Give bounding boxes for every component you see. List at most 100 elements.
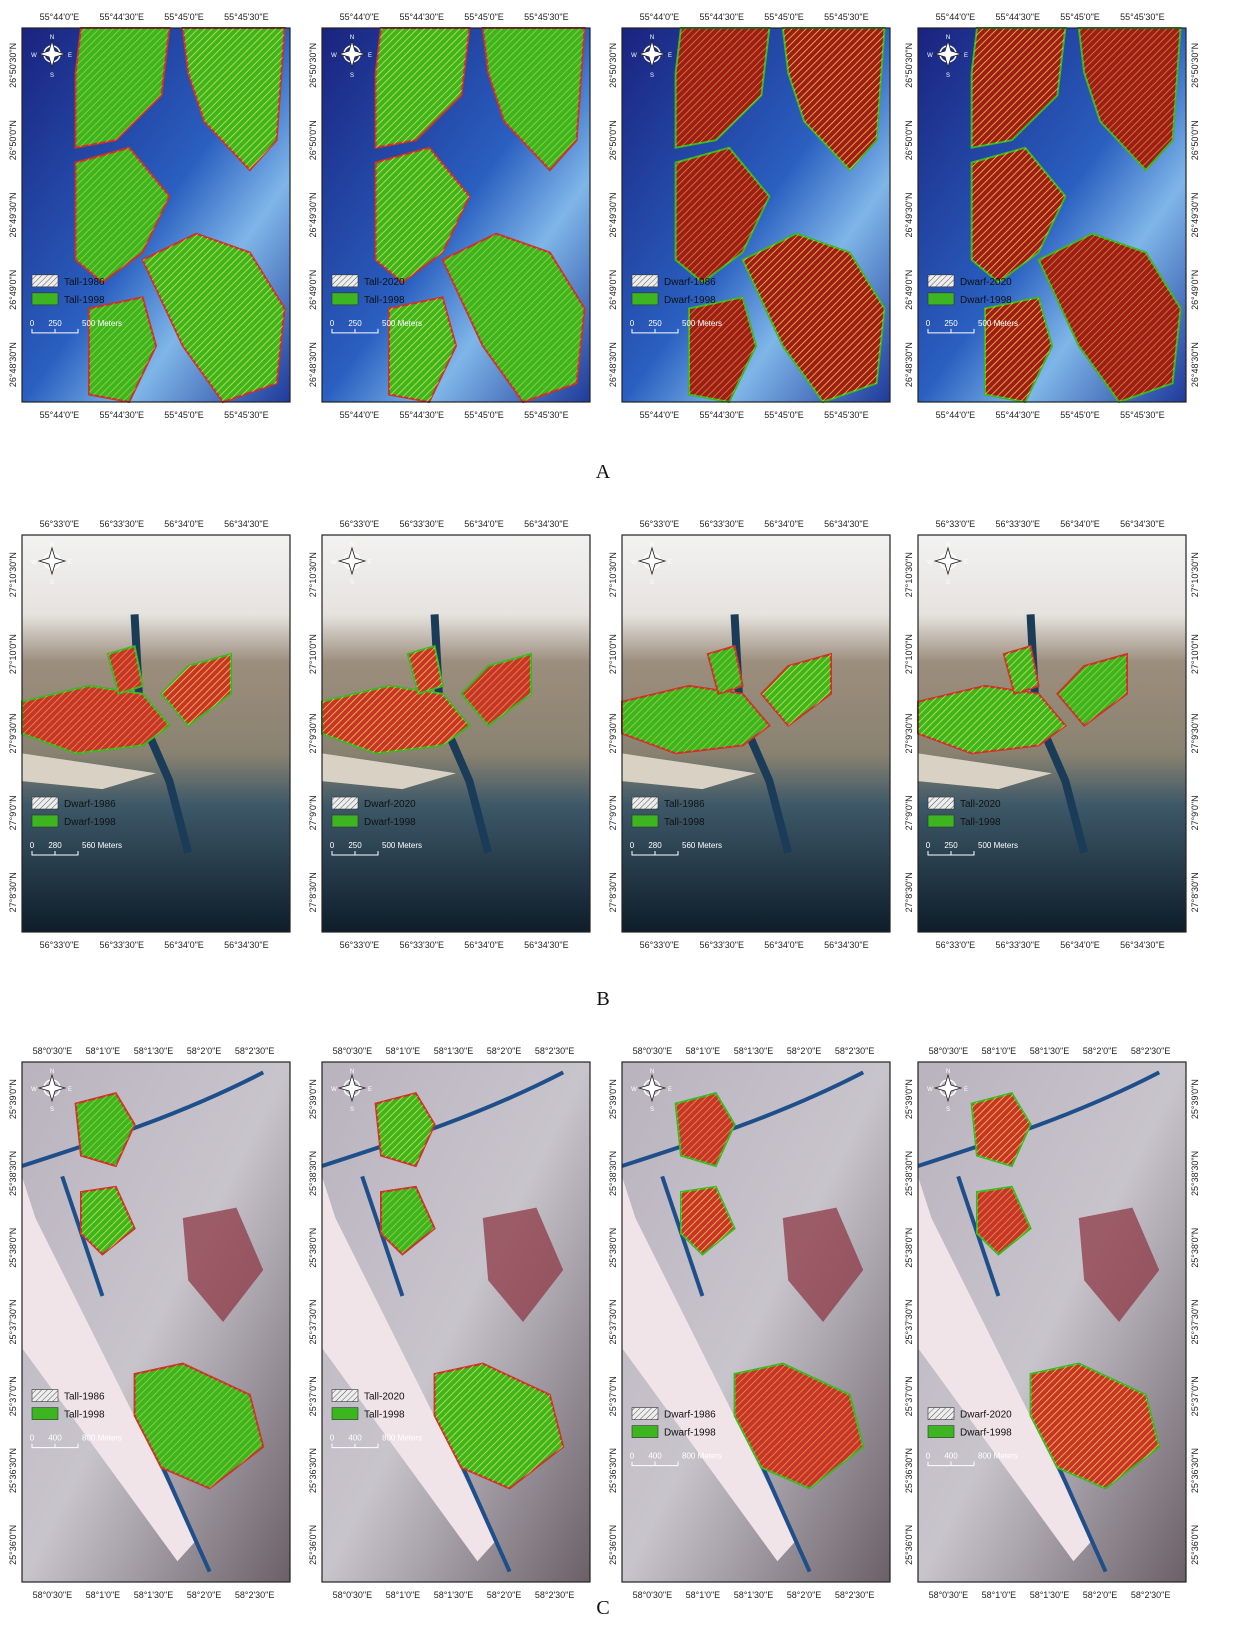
y-coordinate-label: 26°50'0"N xyxy=(904,120,914,160)
scale-label: 0 xyxy=(630,1452,635,1461)
compass-letter: S xyxy=(650,73,654,79)
x-coordinate-label: 58°0'30"E xyxy=(33,1590,73,1600)
compass-letter: N xyxy=(650,35,654,41)
x-coordinate-label: 56°33'30"E xyxy=(99,519,144,529)
y-coordinate-label: 25°36'30"N xyxy=(904,1448,914,1493)
x-coordinate-label: 58°1'0"E xyxy=(386,1590,421,1600)
panel-letter: A xyxy=(596,461,611,483)
y-coordinate-label: 25°39'0"N xyxy=(8,1079,18,1119)
x-coordinate-label: 56°33'0"E xyxy=(40,940,80,950)
x-coordinate-label: 58°2'30"E xyxy=(235,1590,275,1600)
legend-label: Dwarf-1986 xyxy=(664,1410,716,1421)
compass-letter: N xyxy=(50,35,54,41)
compass-letter: S xyxy=(350,580,354,586)
y-coordinate-label: 25°39'0"N xyxy=(904,1079,914,1119)
y-coordinate-label: 27°9'30"N xyxy=(8,713,18,753)
x-coordinate-label: 55°45'30"E xyxy=(224,410,269,420)
x-coordinate-label: 55°44'30"E xyxy=(399,410,444,420)
x-coordinate-label: 58°1'30"E xyxy=(734,1590,774,1600)
y-coordinate-label: 25°37'30"N xyxy=(308,1299,318,1344)
compass-letter: E xyxy=(368,560,372,566)
y-coordinate-label: 25°37'30"N xyxy=(8,1299,18,1344)
compass-letter: N xyxy=(650,542,654,548)
y-coordinate-label: 27°9'30"N xyxy=(308,713,318,753)
scale-label: 500 Meters xyxy=(82,319,122,328)
y-coordinate-label: 27°10'0"N xyxy=(904,634,914,674)
legend-label: Dwarf-1998 xyxy=(664,295,716,306)
x-coordinate-label: 55°45'0"E xyxy=(764,12,804,22)
y-coordinate-label: 26°50'30"N xyxy=(1190,43,1200,88)
y-coordinate-label: 26°48'30"N xyxy=(8,342,18,387)
legend-label: Tall-1998 xyxy=(364,1410,405,1421)
legend-swatch-hatch xyxy=(632,275,658,287)
legend-swatch-green xyxy=(632,815,658,827)
x-coordinate-label: 58°1'30"E xyxy=(134,1046,174,1056)
compass-letter: W xyxy=(31,53,37,59)
scale-label: 280 xyxy=(648,841,662,850)
scale-label: 400 xyxy=(48,1434,62,1443)
compass-letter: N xyxy=(350,1069,354,1075)
y-coordinate-label: 27°10'30"N xyxy=(608,552,618,597)
compass-letter: W xyxy=(631,53,637,59)
compass-letter: E xyxy=(368,1087,372,1093)
scale-label: 280 xyxy=(48,841,62,850)
compass-letter: S xyxy=(50,580,54,586)
compass-letter: W xyxy=(31,560,37,566)
y-coordinate-label: 26°50'30"N xyxy=(308,43,318,88)
legend-label: Dwarf-1998 xyxy=(960,1428,1012,1439)
x-coordinate-label: 56°34'30"E xyxy=(524,519,569,529)
x-coordinate-label: 58°1'30"E xyxy=(734,1046,774,1056)
y-coordinate-label: 26°49'30"N xyxy=(608,192,618,237)
compass-letter: S xyxy=(50,73,54,79)
x-coordinate-label: 58°1'0"E xyxy=(686,1590,721,1600)
x-coordinate-label: 56°34'30"E xyxy=(224,940,269,950)
y-coordinate-label: 25°39'0"N xyxy=(608,1079,618,1119)
compass-letter: E xyxy=(964,560,968,566)
legend-swatch-green xyxy=(332,815,358,827)
scale-label: 560 Meters xyxy=(82,841,122,850)
x-coordinate-label: 56°34'0"E xyxy=(164,519,204,529)
x-coordinate-label: 58°0'30"E xyxy=(333,1590,373,1600)
x-coordinate-label: 55°45'30"E xyxy=(524,410,569,420)
x-coordinate-label: 58°0'30"E xyxy=(929,1590,969,1600)
y-coordinate-label: 27°10'0"N xyxy=(308,634,318,674)
x-coordinate-label: 58°2'0"E xyxy=(187,1046,222,1056)
scale-label: 800 Meters xyxy=(82,1434,122,1443)
scale-label: 0 xyxy=(926,319,931,328)
y-coordinate-label: 25°38'0"N xyxy=(904,1228,914,1268)
x-coordinate-label: 58°2'0"E xyxy=(187,1590,222,1600)
scale-label: 0 xyxy=(630,319,635,328)
x-coordinate-label: 55°44'30"E xyxy=(399,12,444,22)
map-panel: 56°33'0"E56°33'0"E56°33'30"E56°33'30"E56… xyxy=(8,519,290,950)
x-coordinate-label: 58°2'0"E xyxy=(787,1590,822,1600)
y-coordinate-label: 27°8'30"N xyxy=(608,872,618,912)
y-coordinate-label: 25°36'30"N xyxy=(608,1448,618,1493)
y-coordinate-label: 27°8'30"N xyxy=(8,872,18,912)
x-coordinate-label: 55°44'0"E xyxy=(340,410,380,420)
x-coordinate-label: 56°33'0"E xyxy=(40,519,80,529)
x-coordinate-label: 58°1'30"E xyxy=(434,1046,474,1056)
legend-label: Tall-1998 xyxy=(64,295,105,306)
y-coordinate-label: 25°37'0"N xyxy=(608,1376,618,1416)
y-coordinate-label: 27°9'30"N xyxy=(1190,713,1200,753)
compass-letter: S xyxy=(650,580,654,586)
x-coordinate-label: 58°2'30"E xyxy=(235,1046,275,1056)
y-coordinate-label: 25°36'30"N xyxy=(8,1448,18,1493)
map-panel: 58°0'30"E58°0'30"E58°1'0"E58°1'0"E58°1'3… xyxy=(904,1046,1200,1600)
y-coordinate-label: 27°10'30"N xyxy=(1190,552,1200,597)
x-coordinate-label: 56°34'30"E xyxy=(1120,519,1165,529)
x-coordinate-label: 58°1'30"E xyxy=(1030,1046,1070,1056)
y-coordinate-label: 25°37'30"N xyxy=(904,1299,914,1344)
legend-label: Dwarf-1998 xyxy=(664,1428,716,1439)
y-coordinate-label: 26°49'30"N xyxy=(308,192,318,237)
map-panel: 55°44'0"E55°44'0"E55°44'30"E55°44'30"E55… xyxy=(308,12,590,420)
y-coordinate-label: 26°49'0"N xyxy=(8,270,18,310)
y-coordinate-label: 27°9'30"N xyxy=(608,713,618,753)
panel-letter: C xyxy=(596,1597,609,1619)
compass-letter: S xyxy=(350,73,354,79)
x-coordinate-label: 56°34'0"E xyxy=(164,940,204,950)
x-coordinate-label: 55°44'0"E xyxy=(40,410,80,420)
scale-label: 400 xyxy=(944,1452,958,1461)
compass-letter: W xyxy=(927,1087,933,1093)
scale-label: 400 xyxy=(348,1434,362,1443)
